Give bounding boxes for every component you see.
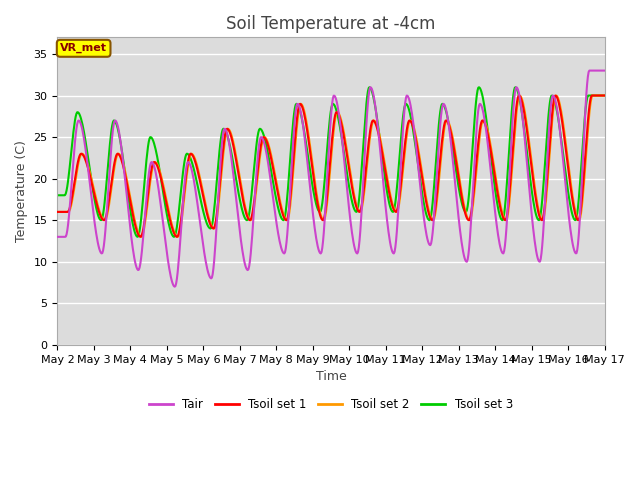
Text: VR_met: VR_met (60, 43, 107, 53)
X-axis label: Time: Time (316, 370, 346, 383)
Y-axis label: Temperature (C): Temperature (C) (15, 140, 28, 242)
Title: Soil Temperature at -4cm: Soil Temperature at -4cm (227, 15, 436, 33)
Legend: Tair, Tsoil set 1, Tsoil set 2, Tsoil set 3: Tair, Tsoil set 1, Tsoil set 2, Tsoil se… (145, 394, 518, 416)
